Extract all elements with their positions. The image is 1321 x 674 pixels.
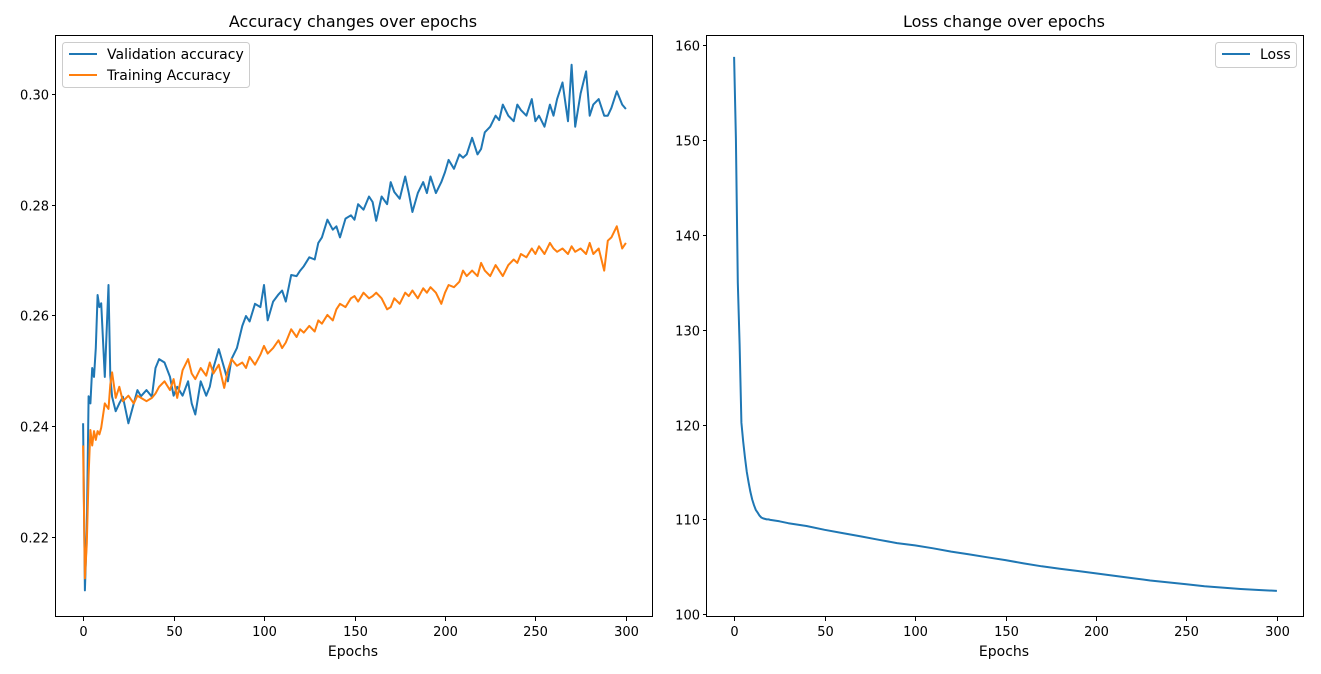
- y-tick-label: 110: [675, 514, 700, 529]
- accuracy-chart-title: Accuracy changes over epochs: [229, 12, 477, 31]
- series-line-0-1: [82, 225, 627, 580]
- x-tick-label: 50: [166, 625, 183, 640]
- y-tick-label: 0.24: [20, 421, 49, 436]
- x-tick-label: 0: [79, 625, 87, 640]
- loss-y-ticks: 100 110 120 130 140 150 160: [675, 40, 707, 624]
- accuracy-series-layer: [82, 63, 627, 592]
- y-tick-label: 150: [675, 135, 700, 150]
- x-tick-label: 200: [433, 625, 458, 640]
- y-tick-label: 140: [675, 230, 700, 245]
- y-tick-label: 0.28: [20, 200, 49, 215]
- loss-legend-box: [1215, 42, 1297, 68]
- accuracy-plot-frame: [55, 35, 653, 617]
- series-line-1-0: [733, 56, 1277, 592]
- accuracy-legend: Validation accuracy Training Accuracy: [62, 42, 250, 88]
- x-tick-label: 250: [523, 625, 548, 640]
- loss-chart: Loss change over epochs 0 50 100 150 200 250 3…: [675, 12, 1304, 660]
- loss-legend: Loss: [1215, 42, 1297, 68]
- x-tick-label: 200: [1084, 625, 1109, 640]
- y-tick-label: 0.26: [20, 310, 49, 325]
- accuracy-y-ticks: 0.22 0.24 0.26 0.28 0.30: [20, 89, 56, 547]
- loss-x-axis-label: Epochs: [979, 644, 1029, 660]
- legend-label-training: Training Accuracy: [106, 68, 231, 84]
- x-tick-label: 300: [614, 625, 639, 640]
- accuracy-x-axis-label: Epochs: [328, 644, 378, 660]
- y-tick-label: 0.22: [20, 532, 49, 547]
- loss-plot-frame: [706, 35, 1304, 617]
- y-tick-label: 130: [675, 325, 700, 340]
- legend-label-validation: Validation accuracy: [107, 47, 244, 63]
- x-tick-label: 100: [903, 625, 928, 640]
- x-tick-label: 150: [994, 625, 1019, 640]
- y-tick-label: 160: [675, 40, 700, 55]
- y-tick-label: 120: [675, 420, 700, 435]
- y-tick-label: 100: [675, 609, 700, 624]
- loss-series-layer: [733, 56, 1277, 592]
- loss-chart-title: Loss change over epochs: [903, 12, 1105, 31]
- x-tick-label: 150: [343, 625, 368, 640]
- legend-label-loss: Loss: [1260, 47, 1291, 63]
- x-tick-label: 50: [817, 625, 834, 640]
- x-tick-label: 100: [252, 625, 277, 640]
- accuracy-chart: Accuracy changes over epochs 0 50 100 150 20…: [20, 12, 653, 660]
- accuracy-x-ticks: 0 50 100 150 200 250 300: [79, 617, 639, 640]
- x-tick-label: 300: [1265, 625, 1290, 640]
- loss-x-ticks: 0 50 100 150 200 250 300: [730, 617, 1290, 640]
- accuracy-legend-box: [62, 42, 250, 88]
- x-tick-label: 0: [730, 625, 738, 640]
- x-tick-label: 250: [1174, 625, 1199, 640]
- y-tick-label: 0.30: [20, 89, 49, 104]
- series-line-0-0: [82, 63, 627, 592]
